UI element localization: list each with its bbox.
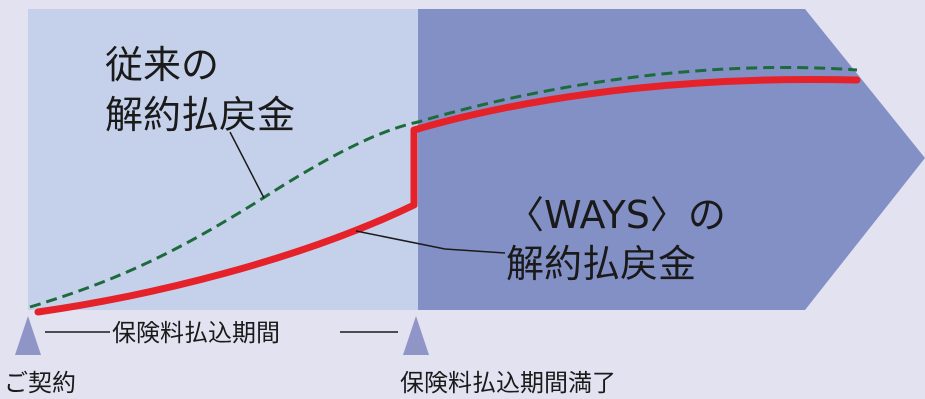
post-premium-arrow-region (418, 9, 925, 310)
ways-label-leader (355, 230, 506, 254)
traditional-label-line2: 解約払戻金 (105, 93, 295, 137)
traditional-surrender-value-curve (29, 65, 858, 309)
traditional-label-line1: 従来の (105, 43, 219, 87)
ways-label-line1: 〈WAYS〉の (506, 193, 726, 237)
traditional-label-leader (229, 131, 265, 199)
ways-label-line2: 解約払戻金 (506, 242, 696, 286)
premium-period-label: 保険料払込期間 (112, 319, 280, 347)
premium-period-end-marker (403, 316, 429, 355)
premium-period-end-label: 保険料払込期間満了 (400, 369, 616, 397)
ways-surrender-value-curve (34, 75, 861, 316)
premium-period-region (28, 9, 418, 310)
contract-start-label: ご契約 (4, 369, 76, 397)
contract-start-marker (15, 316, 41, 355)
